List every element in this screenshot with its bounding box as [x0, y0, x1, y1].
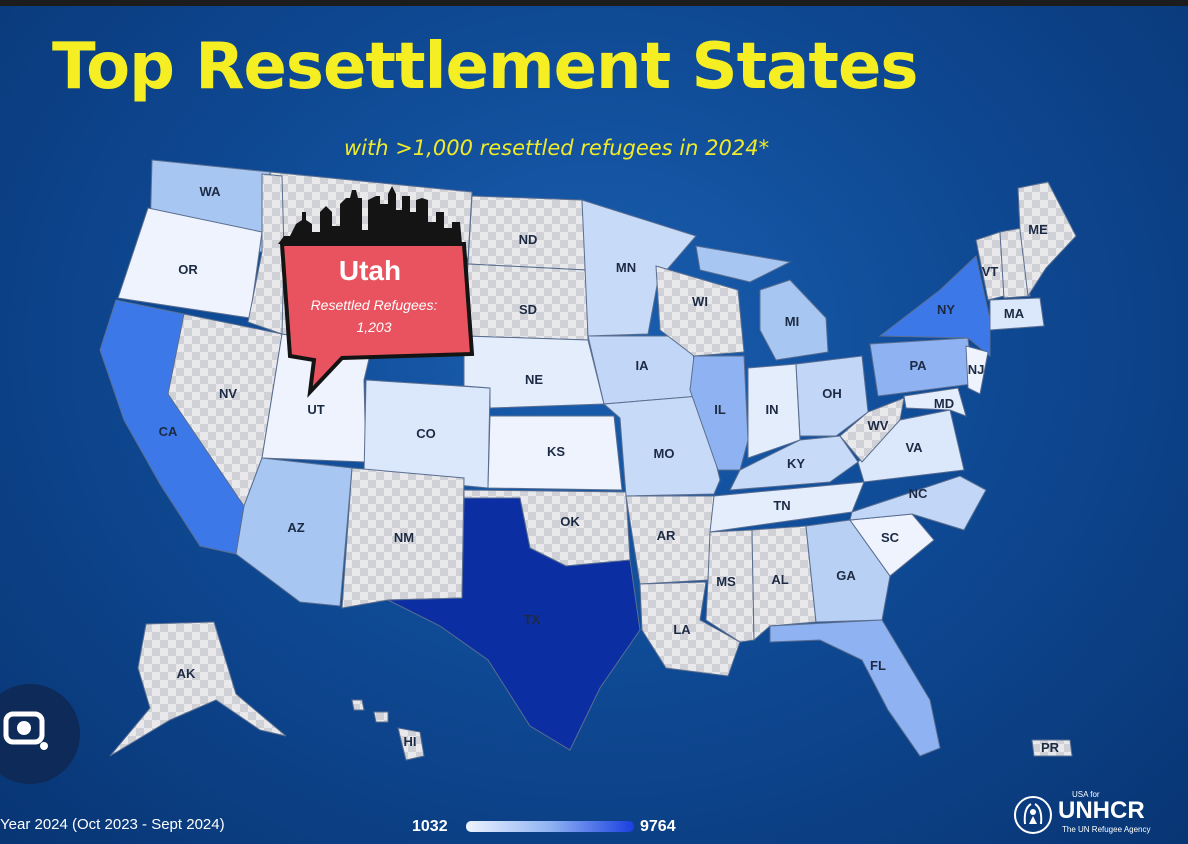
state-MA: MA: [989, 297, 1045, 331]
state-label-WV: WV: [868, 418, 889, 433]
state-AR: AR: [625, 495, 715, 585]
state-LA: LA: [639, 581, 741, 677]
state-OH: OH: [795, 355, 869, 437]
state-OR: OR: [117, 207, 263, 319]
logo-name: UNHCR: [1058, 797, 1145, 824]
legend-max: 9764: [640, 818, 676, 835]
unhcr-logo: USA for UNHCR The UN Refugee Agency: [1012, 790, 1172, 836]
page-title: Top Resettlement States: [52, 30, 918, 104]
state-label-WA: WA: [200, 184, 222, 199]
state-label-GA: GA: [836, 568, 856, 583]
state-label-NE: NE: [525, 372, 543, 387]
utah-callout: Utah Resettled Refugees: 1,203: [278, 186, 475, 398]
state-label-CO: CO: [416, 426, 436, 441]
state-label-VA: VA: [905, 440, 923, 455]
state-MN: MN: [581, 199, 697, 337]
logo-tagline: The UN Refugee Agency: [1062, 825, 1151, 834]
state-label-NY: NY: [937, 302, 955, 317]
state-label-NV: NV: [219, 386, 237, 401]
state-label-MA: MA: [1004, 306, 1025, 321]
state-label-SC: SC: [881, 530, 900, 545]
period-note: Year 2024 (Oct 2023 - Sept 2024): [0, 816, 225, 833]
legend-gradient: [466, 821, 634, 832]
state-label-TX: TX: [524, 612, 541, 627]
state-WV: WV: [839, 397, 905, 463]
callout-label: Resettled Refugees:: [311, 297, 438, 313]
state-label-LA: LA: [673, 622, 691, 637]
callout-bubble: [279, 242, 475, 398]
state-TX: TX: [387, 497, 641, 751]
state-label-FL: FL: [870, 658, 886, 673]
state-label-VT: VT: [982, 264, 999, 279]
state-AZ: AZ: [235, 457, 353, 607]
state-label-ME: ME: [1028, 222, 1048, 237]
state-KS: KS: [487, 415, 623, 491]
legend-min: 1032: [412, 818, 448, 835]
state-label-HI: HI: [404, 734, 417, 749]
state-label-MD: MD: [934, 396, 954, 411]
state-label-TN: TN: [773, 498, 790, 513]
state-label-AL: AL: [771, 572, 788, 587]
state-ME: ME: [1017, 181, 1077, 298]
utah-skyline-icon: [278, 186, 462, 244]
camera-lens-icon[interactable]: [0, 684, 80, 784]
state-NM: NM: [341, 467, 465, 609]
state-label-AZ: AZ: [287, 520, 304, 535]
state-AL: AL: [751, 525, 817, 642]
state-label-AR: AR: [657, 528, 676, 543]
state-NC: NC: [849, 475, 987, 531]
state-label-MS: MS: [716, 574, 736, 589]
state-label-IN: IN: [766, 402, 779, 417]
state-MI: MI: [695, 245, 829, 361]
state-label-NJ: NJ: [968, 362, 985, 377]
unhcr-hands-icon: [1014, 796, 1052, 834]
callout-value: 1,203: [356, 319, 391, 335]
state-label-SD: SD: [519, 302, 537, 317]
state-PA: PA: [869, 337, 973, 397]
state-label-ND: ND: [519, 232, 538, 247]
page-subtitle: with >1,000 resettled refugees in 2024*: [344, 136, 770, 160]
state-MS: MS: [705, 529, 755, 643]
state-label-MI: MI: [785, 314, 799, 329]
state-label-WI: WI: [692, 294, 708, 309]
state-label-IA: IA: [636, 358, 650, 373]
logo-prefix: USA for: [1072, 790, 1100, 799]
state-label-NM: NM: [394, 530, 414, 545]
state-label-KY: KY: [787, 456, 805, 471]
state-label-MO: MO: [654, 446, 675, 461]
callout-state: Utah: [339, 255, 401, 286]
state-label-AK: AK: [177, 666, 196, 681]
state-GA: GA: [805, 519, 891, 623]
state-label-UT: UT: [307, 402, 324, 417]
state-label-OR: OR: [178, 262, 198, 277]
state-ND: ND: [467, 195, 587, 271]
state-label-PA: PA: [909, 358, 927, 373]
state-label-PR: PR: [1041, 740, 1060, 755]
state-label-KS: KS: [547, 444, 565, 459]
state-ID: [247, 173, 285, 335]
state-MD: MD: [903, 387, 967, 417]
state-label-NC: NC: [909, 486, 928, 501]
state-WI: WI: [655, 265, 745, 357]
state-IA: IA: [587, 335, 701, 405]
state-HI: HI: [351, 699, 425, 761]
state-CA: CA: [99, 299, 245, 555]
state-label-MN: MN: [616, 260, 636, 275]
state-PR: PR: [1031, 739, 1073, 757]
state-label-OK: OK: [560, 514, 580, 529]
state-SD: SD: [463, 263, 589, 341]
state-NJ: NJ: [965, 345, 989, 395]
state-label-OH: OH: [822, 386, 842, 401]
state-FL: FL: [769, 619, 941, 757]
state-label-IL: IL: [714, 402, 726, 417]
state-AK: AK: [109, 621, 287, 757]
top-bar: [0, 0, 1188, 6]
state-NE: NE: [463, 335, 605, 409]
state-label-CA: CA: [159, 424, 178, 439]
